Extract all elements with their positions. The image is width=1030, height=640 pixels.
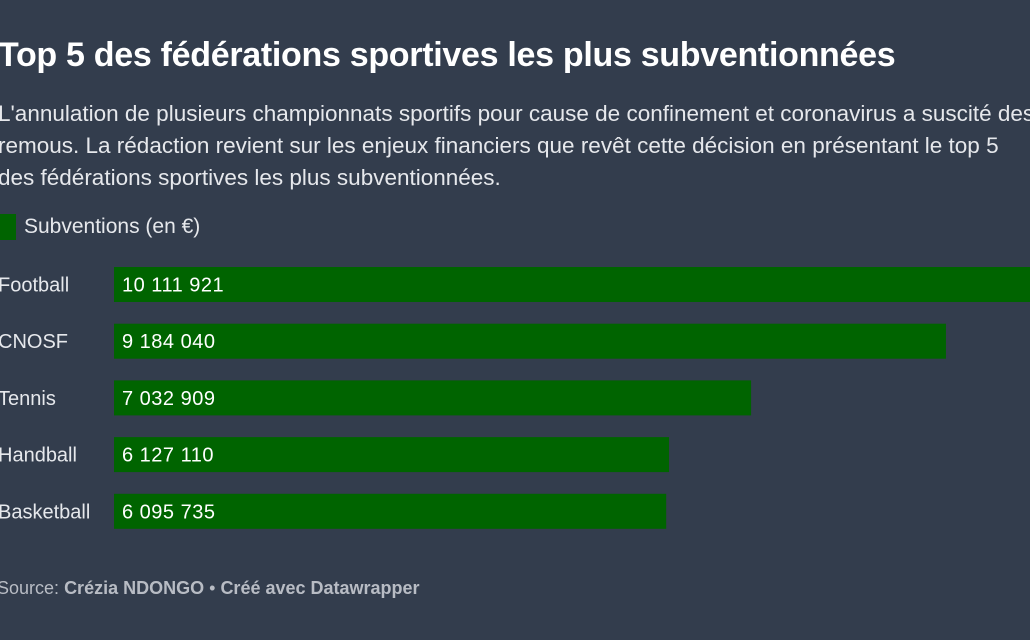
bar-tennis[interactable]	[114, 380, 752, 416]
chart-footer: Source: Crézia NDONGO • Créé avec Datawr…	[0, 578, 420, 599]
category-label-cnosf: CNOSF	[0, 331, 68, 353]
bar-cnosf[interactable]	[114, 323, 946, 359]
value-label-tennis: 7 032 909	[122, 388, 215, 410]
chart-title: Top 5 des fédérations sportives les plus…	[0, 36, 896, 74]
source-label: Source:	[0, 578, 60, 598]
legend: Subventions (en €)	[0, 212, 200, 242]
value-label-handball: 6 127 110	[122, 445, 214, 467]
bar-handball[interactable]	[114, 437, 670, 473]
category-label-football: Football	[0, 275, 69, 297]
legend-swatch	[0, 214, 16, 240]
chart-intro: L'annulation de plusieurs championnats s…	[0, 101, 1030, 190]
bar-chart: Football 10 111 921 CNOSF 9 184 040 Tennis 7 …	[0, 267, 1030, 529]
value-label-basketball: 6 095 735	[122, 501, 215, 523]
category-label-handball: Handball	[0, 445, 77, 467]
footer-separator: •	[209, 578, 216, 598]
value-label-football: 10 111 921	[122, 275, 224, 297]
value-label-cnosf: 9 184 040	[122, 331, 215, 353]
bar-basketball[interactable]	[114, 493, 667, 529]
category-label-tennis: Tennis	[0, 388, 56, 410]
legend-label: Subventions (en €)	[24, 215, 201, 238]
source-name[interactable]: Crézia NDONGO	[64, 578, 205, 598]
bar-football[interactable]	[114, 267, 1030, 302]
credit-text[interactable]: Créé avec Datawrapper	[220, 578, 420, 598]
category-label-basketball: Basketball	[0, 501, 90, 523]
